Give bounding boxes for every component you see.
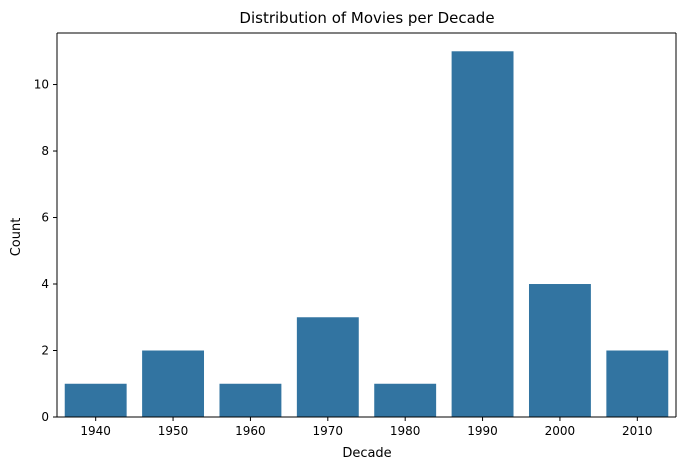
x-tick-label-1960: 1960: [235, 424, 266, 438]
y-tick-label-0: 0: [41, 410, 49, 424]
x-tick-label-1970: 1970: [313, 424, 344, 438]
bar-1990: [451, 51, 514, 418]
y-tick-label-2: 2: [41, 344, 49, 358]
bar-2010: [606, 350, 669, 417]
x-tick-label-1990: 1990: [467, 424, 498, 438]
x-tick-label-1950: 1950: [158, 424, 189, 438]
chart-title: Distribution of Movies per Decade: [239, 9, 494, 27]
bar-1950: [142, 350, 205, 417]
x-tick-label-1940: 1940: [80, 424, 111, 438]
x-tick-label-2000: 2000: [545, 424, 576, 438]
y-axis-ticks: 0 2 4 6 8 10: [34, 78, 57, 424]
y-tick-label-10: 10: [34, 78, 49, 92]
bar-1940: [64, 383, 127, 417]
y-axis-label: Count: [9, 218, 24, 257]
bar-1960: [219, 383, 282, 417]
bars-layer: [64, 51, 669, 418]
x-tick-label-1980: 1980: [390, 424, 421, 438]
y-tick-label-8: 8: [41, 144, 49, 158]
x-axis-label: Decade: [342, 446, 391, 461]
y-tick-label-6: 6: [41, 211, 49, 225]
bar-1970: [296, 317, 359, 417]
bar-2000: [528, 284, 591, 417]
x-axis-ticks: 1940 1950 1960 1970 1980 1990 2000 2010: [80, 417, 653, 438]
x-tick-label-2010: 2010: [622, 424, 653, 438]
bar-1980: [374, 383, 437, 417]
y-tick-label-4: 4: [41, 277, 49, 291]
